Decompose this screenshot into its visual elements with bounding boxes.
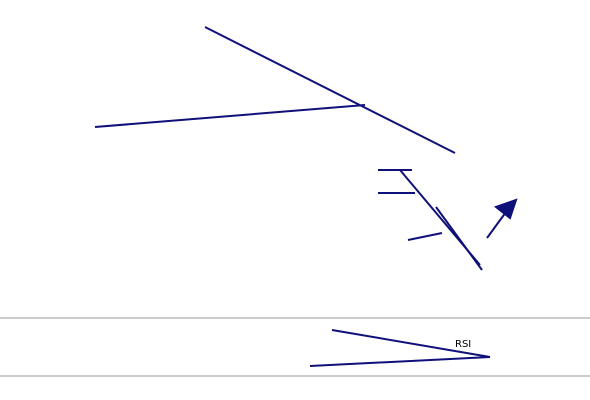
trend-lines [94,26,518,367]
trend-line [435,206,483,271]
rsi-trend-line [309,356,491,367]
rsi-trend-line [331,329,491,358]
trend-line [94,104,366,128]
trend-line [407,232,443,241]
arrow-head [493,198,518,220]
arrow-shaft [486,211,507,239]
trend-line [204,26,456,154]
rsi-label: RSI [455,339,471,350]
